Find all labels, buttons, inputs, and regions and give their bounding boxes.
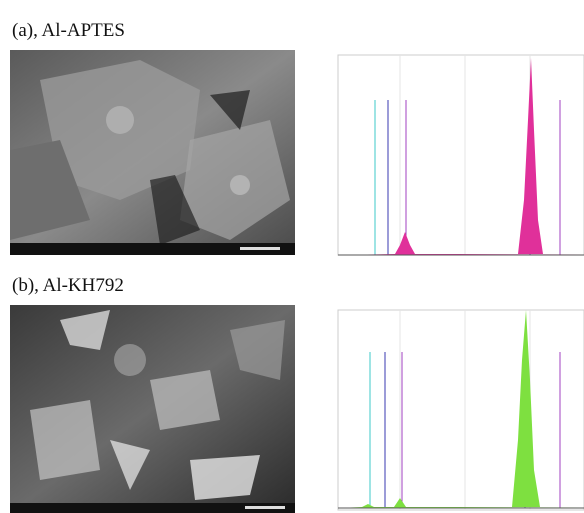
panel-label: (a), Al-APTES (12, 20, 125, 41)
spectrum-a (337, 54, 584, 256)
spectrum-b (337, 309, 584, 511)
sem-image-a (10, 50, 295, 255)
sem-image-b (10, 305, 295, 513)
panel-label: (b), Al-KH792 (12, 275, 124, 296)
